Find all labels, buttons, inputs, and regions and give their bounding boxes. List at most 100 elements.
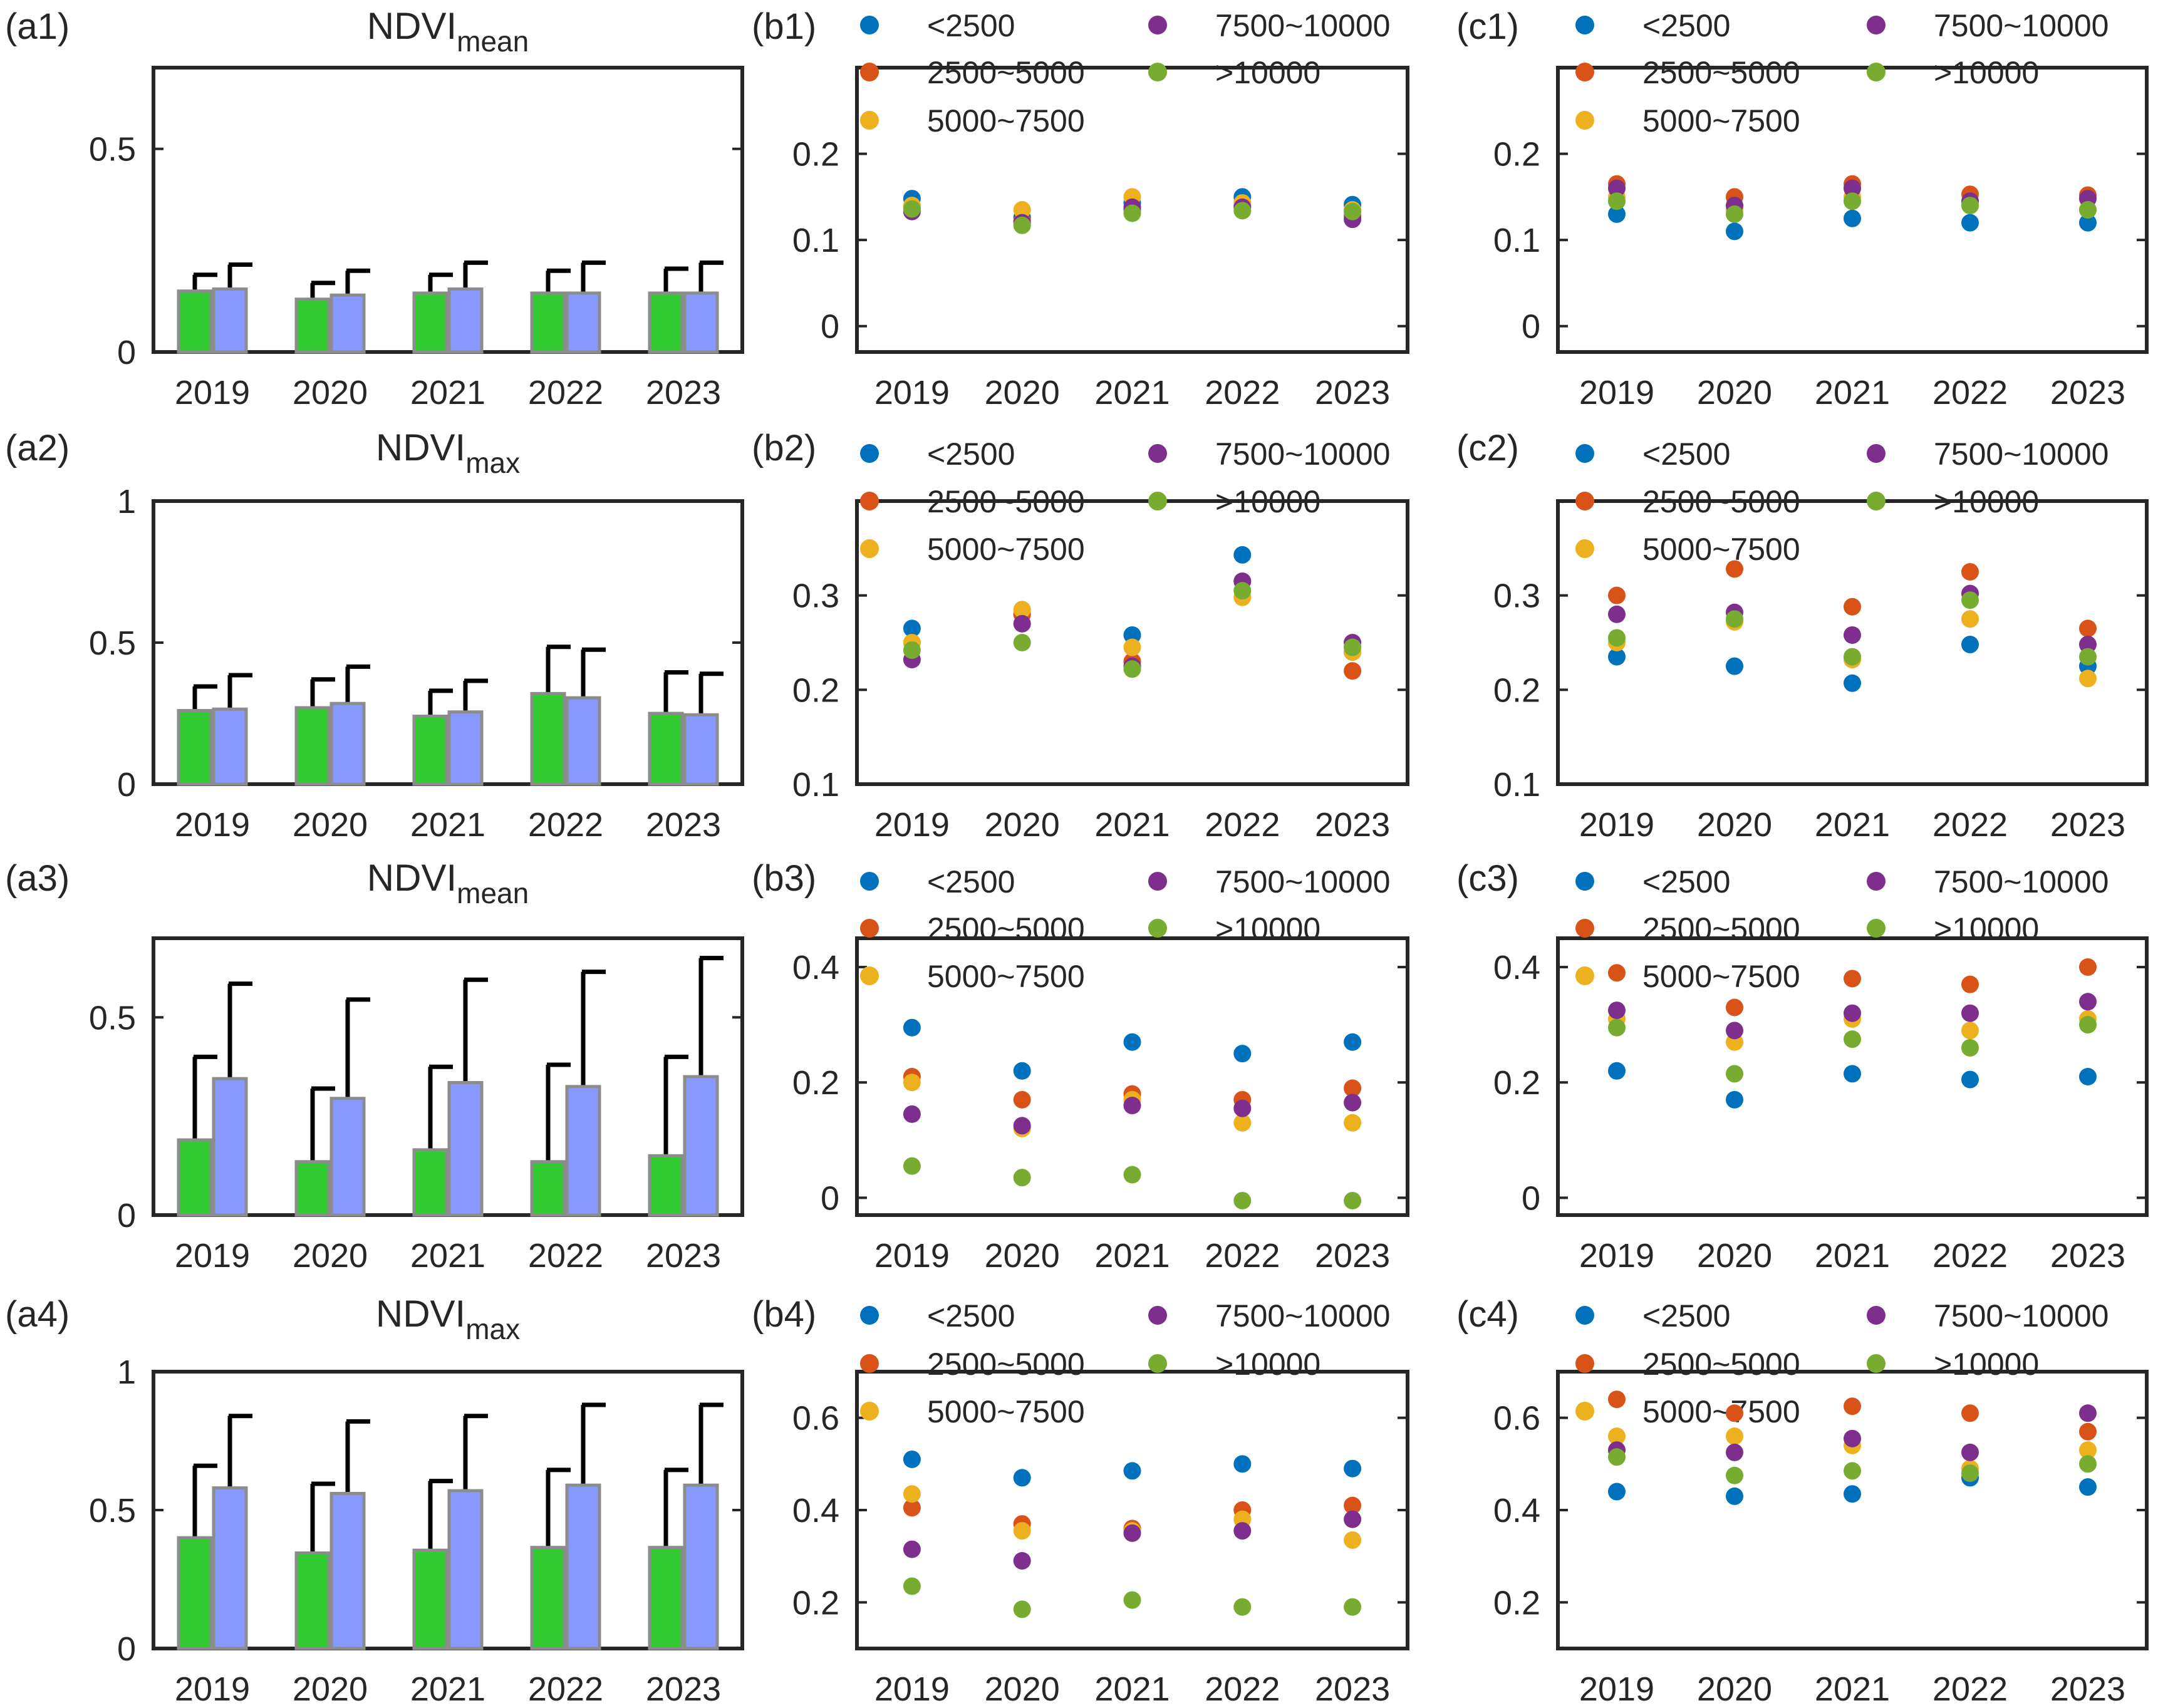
point-7500~10000-2023 [2079, 636, 2097, 654]
legend-marker [1867, 1354, 1886, 1373]
point->10000-2020 [1726, 1065, 1743, 1083]
point-<2500-2020 [1013, 1062, 1031, 1080]
bar-blue-2023 [683, 713, 719, 786]
x-tick-label: 2020 [293, 374, 368, 411]
bar-blue-2019 [212, 287, 248, 354]
point-5000~7500-2020 [1013, 201, 1031, 219]
legend-label: 5000~7500 [927, 959, 1085, 994]
point-5000~7500-2023 [1344, 1114, 1362, 1132]
x-tick-label: 2021 [1094, 1670, 1170, 1708]
x-tick-label: 2022 [528, 374, 603, 411]
legend-label: >10000 [1215, 484, 1320, 519]
x-tick-label: 2020 [985, 374, 1060, 411]
point-2500~5000-2023 [1344, 1496, 1362, 1514]
panel-label: (c1) [1456, 6, 1519, 47]
legend-label: 2500~5000 [1642, 55, 1800, 90]
title-subscript: mean [457, 877, 529, 909]
legend-marker [1575, 1306, 1594, 1325]
point->10000-2019 [903, 1577, 921, 1595]
point-2500~5000-2020 [1013, 1090, 1031, 1109]
legend-label: 7500~10000 [1215, 1298, 1390, 1333]
legend-label: >10000 [1934, 911, 2039, 946]
legend-item: 7500~10000 [1148, 437, 1390, 472]
legend-label: 5000~7500 [1642, 103, 1800, 138]
x-tick-label: 2022 [528, 806, 603, 844]
panel-a1: (a1) 0 0.5 2019 2020 2021 2022 2023 NDVImean [5, 5, 744, 411]
legend-label: 2500~5000 [927, 911, 1085, 946]
x-tick-label: 2022 [1932, 1237, 2008, 1275]
point-2500~5000-2022 [1961, 1404, 1979, 1422]
point-5000~7500-2020 [1726, 1427, 1743, 1446]
point-2500~5000-2020 [1726, 1404, 1743, 1422]
legend-item: <2500 [1575, 1298, 1730, 1333]
legend-marker [1575, 1402, 1594, 1421]
legend-item: 5000~7500 [1575, 1394, 1800, 1429]
y-tick-label: 0.4 [792, 1492, 839, 1529]
x-tick-label: 2020 [293, 806, 368, 844]
bar-blue-2020 [329, 293, 366, 354]
bar-green-2019 [177, 708, 213, 786]
bar-blue-2021 [447, 1489, 484, 1650]
x-tick-label: 2023 [1315, 1670, 1390, 1708]
point->10000-2022 [1233, 1191, 1252, 1209]
legend-marker [860, 444, 879, 463]
point-<2500-2020 [1726, 1487, 1743, 1505]
point-<2500-2023 [1344, 1033, 1362, 1051]
bar-green-2023 [648, 291, 684, 354]
legend-marker [860, 966, 879, 985]
bar-blue-2019 [212, 707, 248, 786]
axes-box [1556, 936, 2149, 1217]
legend-label: 2500~5000 [927, 1347, 1085, 1382]
point-5000~7500-2022 [1961, 1022, 1979, 1040]
legend-item: <2500 [1575, 437, 1730, 472]
point-5000~7500-2022 [1961, 610, 1979, 628]
point-5000~7500-2023 [2079, 670, 2097, 688]
bar-green-2021 [412, 1548, 449, 1650]
x-tick-label: 2019 [874, 374, 950, 411]
point->10000-2020 [1013, 1169, 1031, 1187]
legend-marker [1148, 919, 1167, 938]
point->10000-2021 [1123, 1591, 1141, 1609]
x-tick-label: 2020 [985, 806, 1060, 844]
legend-marker [1867, 16, 1886, 34]
y-tick-label: 0.2 [1493, 671, 1540, 709]
point-7500~10000-2019 [1608, 605, 1626, 623]
legend-marker [860, 919, 879, 938]
point-<2500-2022 [1233, 1455, 1252, 1473]
legend-item: >10000 [1867, 55, 2039, 90]
legend-marker [1148, 16, 1167, 34]
point-<2500-2019 [903, 1450, 921, 1468]
point-<2500-2019 [1608, 205, 1626, 223]
panel-c2: (c2) 0.1 0.2 0.3 2019 2020 2021 2022 2023 <2500 25… [1456, 428, 2149, 844]
point-<2500-2019 [1608, 1483, 1626, 1501]
point-<2500-2021 [1844, 1485, 1861, 1503]
point->10000-2023 [2079, 201, 2097, 219]
legend-label: 2500~5000 [927, 55, 1085, 90]
legend-item: 5000~7500 [860, 1394, 1085, 1429]
point->10000-2019 [903, 641, 921, 660]
legend-item: 2500~5000 [860, 484, 1085, 519]
legend-marker [860, 492, 879, 510]
x-tick-label: 2019 [1579, 1670, 1654, 1708]
bar-blue-2023 [683, 1483, 719, 1650]
x-tick-label: 2023 [1315, 1237, 1390, 1275]
y-tick-label: 0.2 [792, 1064, 839, 1102]
title-subscript: max [465, 1313, 520, 1345]
y-tick-label: 0.3 [1493, 577, 1540, 615]
panel-label: (b1) [752, 6, 816, 47]
legend-label: 5000~7500 [927, 1394, 1085, 1429]
legend-label: 7500~10000 [1934, 1298, 2109, 1333]
x-tick-label: 2023 [1315, 806, 1390, 844]
legend-label: 2500~5000 [1642, 911, 1800, 946]
legend-marker [1148, 63, 1167, 81]
bar-green-2021 [412, 1148, 449, 1217]
x-tick-label: 2023 [2050, 806, 2125, 844]
point-<2500-2022 [1961, 1070, 1979, 1089]
point-2500~5000-2021 [1844, 598, 1861, 616]
legend-label: >10000 [1934, 55, 2039, 90]
x-tick-label: 2022 [1932, 374, 2008, 411]
x-tick-label: 2021 [1815, 806, 1890, 844]
point-5000~7500-2021 [1123, 638, 1141, 656]
point-2500~5000-2019 [903, 1499, 921, 1517]
y-tick-label: 0.2 [1493, 1584, 1540, 1622]
